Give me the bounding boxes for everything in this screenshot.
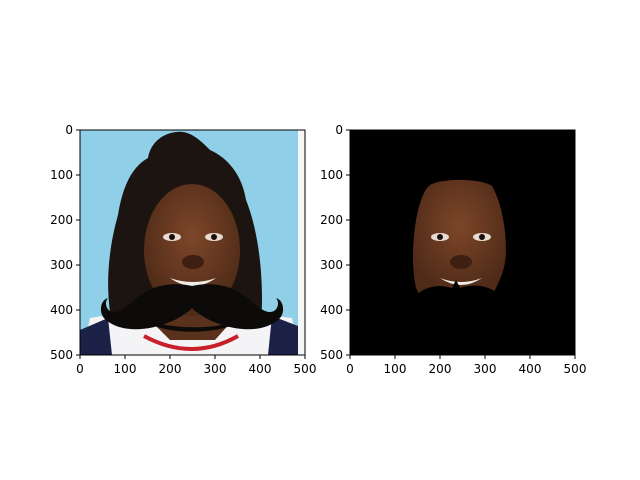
mouth <box>170 278 216 286</box>
left-y-tick-label: 100 <box>50 168 73 182</box>
left-x-tick-label: 0 <box>76 362 84 376</box>
left-x-tick-label: 400 <box>249 362 272 376</box>
right-y-tick-label: 500 <box>320 348 343 362</box>
right-x-axis: 0 100 200 300 400 500 <box>346 355 586 376</box>
nose <box>182 255 204 269</box>
jersey-trim <box>80 318 112 355</box>
right-x-tick-label: 500 <box>564 362 587 376</box>
right-y-tick-label: 300 <box>320 258 343 272</box>
right-image-panel <box>350 130 575 355</box>
mustache-lower <box>140 316 246 332</box>
right-axes-frame <box>349 129 576 356</box>
right-x-tick-label: 400 <box>519 362 542 376</box>
left-y-tick-label: 300 <box>50 258 73 272</box>
left-x-tick-label: 100 <box>114 362 137 376</box>
right-y-axis: 0 100 200 300 400 500 <box>320 123 350 362</box>
left-axes-frame <box>79 129 306 356</box>
right-pupil <box>211 234 217 240</box>
left-y-tick-label: 400 <box>50 303 73 317</box>
jersey-collar <box>143 334 239 351</box>
left-pupil <box>169 234 175 240</box>
right-y-tick-label: 0 <box>335 123 343 137</box>
face <box>144 184 240 316</box>
left-y-tick-label: 500 <box>50 348 73 362</box>
left-x-axis: 0 100 200 300 400 500 <box>76 355 316 376</box>
masked-mouth <box>440 278 482 285</box>
right-y-tick-label: 100 <box>320 168 343 182</box>
right-y-tick-label: 400 <box>320 303 343 317</box>
left-x-tick-label: 500 <box>294 362 317 376</box>
jersey-trim-right <box>268 316 298 355</box>
left-x-tick-label: 300 <box>204 362 227 376</box>
right-y-tick-label: 200 <box>320 213 343 227</box>
right-x-tick-label: 100 <box>384 362 407 376</box>
mustache <box>100 284 284 330</box>
masked-right-pupil <box>479 234 485 240</box>
mustache-mask-cutout <box>410 280 506 300</box>
right-x-tick-label: 300 <box>474 362 497 376</box>
masked-left-pupil <box>437 234 443 240</box>
masked-face <box>413 179 506 296</box>
white-border-strip <box>298 130 305 355</box>
left-y-tick-label: 0 <box>65 123 73 137</box>
masked-nose <box>450 255 472 269</box>
left-y-tick-label: 200 <box>50 213 73 227</box>
left-x-tick-label: 200 <box>159 362 182 376</box>
right-x-tick-label: 200 <box>429 362 452 376</box>
left-y-axis: 0 100 200 300 400 500 <box>50 123 80 362</box>
right-x-tick-label: 0 <box>346 362 354 376</box>
left-image-panel <box>80 130 305 355</box>
